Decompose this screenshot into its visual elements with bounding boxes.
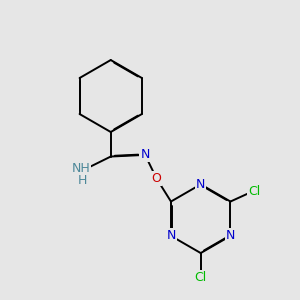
Text: H: H <box>78 174 88 187</box>
Text: N: N <box>140 148 150 161</box>
Text: O: O <box>152 172 161 185</box>
Text: Cl: Cl <box>248 184 260 198</box>
Text: NH: NH <box>72 162 91 175</box>
Text: Cl: Cl <box>195 271 207 284</box>
Text: N: N <box>166 230 176 242</box>
Text: N: N <box>226 230 235 242</box>
Text: N: N <box>196 178 206 191</box>
